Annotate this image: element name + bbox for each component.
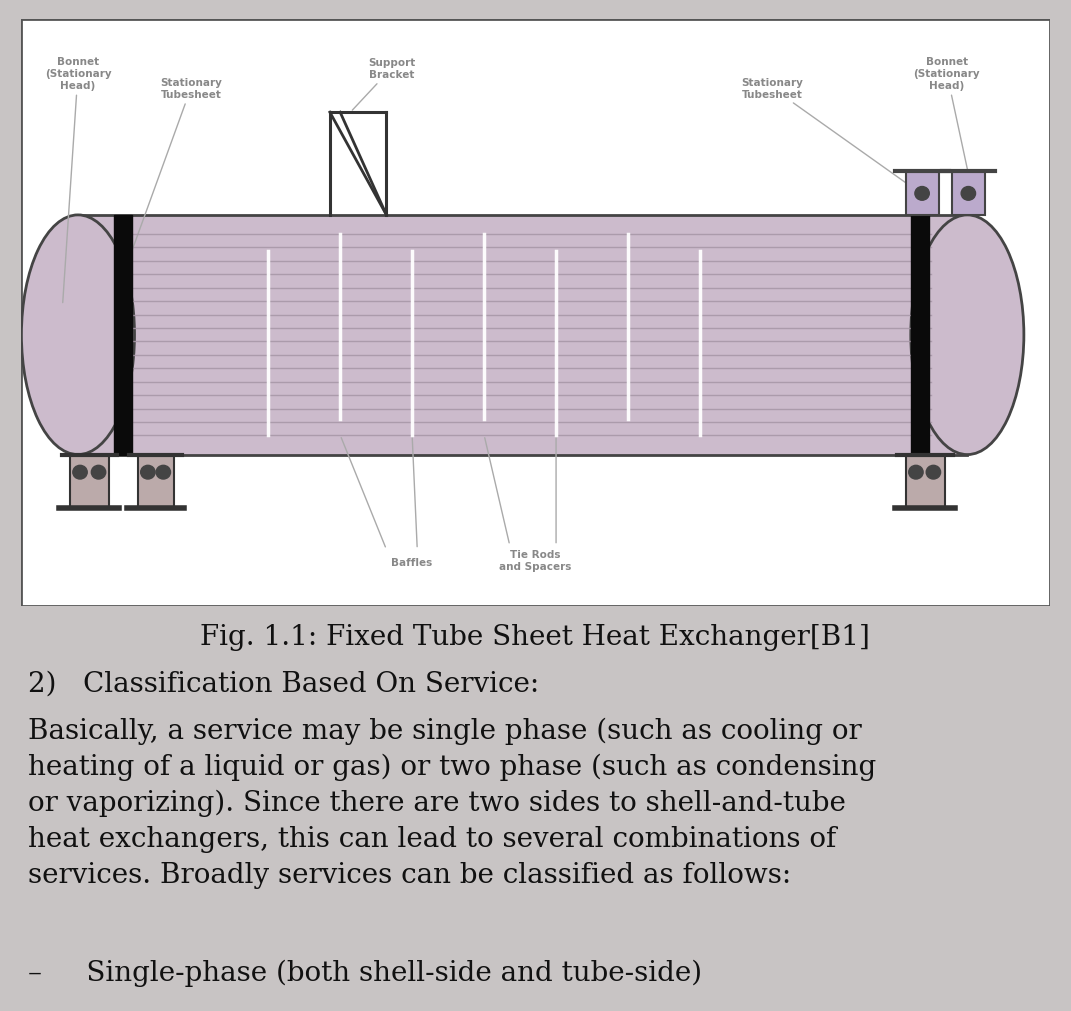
Text: Fig. 1.1: Fixed Tube Sheet Heat Exchanger[B1]: Fig. 1.1: Fixed Tube Sheet Heat Exchange… bbox=[200, 624, 870, 650]
Circle shape bbox=[91, 466, 106, 479]
Circle shape bbox=[961, 187, 976, 201]
Text: Stationary
Tubesheet: Stationary Tubesheet bbox=[124, 78, 222, 273]
Bar bbox=[114, 215, 133, 455]
Text: Stationary
Tubesheet: Stationary Tubesheet bbox=[741, 78, 918, 192]
Text: Bonnet
(Stationary
Head): Bonnet (Stationary Head) bbox=[914, 58, 980, 191]
Circle shape bbox=[140, 466, 155, 479]
Ellipse shape bbox=[21, 215, 135, 455]
Bar bbox=[70, 455, 109, 509]
Circle shape bbox=[908, 466, 923, 479]
Text: 2)   Classification Based On Service:: 2) Classification Based On Service: bbox=[28, 669, 540, 697]
Bar bbox=[137, 455, 174, 509]
Text: Tie Rods
and Spacers: Tie Rods and Spacers bbox=[499, 550, 572, 571]
Text: Basically, a service may be single phase (such as cooling or
heating of a liquid: Basically, a service may be single phase… bbox=[28, 717, 876, 888]
Bar bbox=[78, 215, 967, 455]
Bar bbox=[952, 172, 985, 215]
Text: Support
Bracket: Support Bracket bbox=[352, 59, 416, 111]
Bar bbox=[906, 172, 938, 215]
FancyBboxPatch shape bbox=[21, 20, 1050, 607]
Bar bbox=[79, 220, 966, 450]
Circle shape bbox=[915, 187, 930, 201]
Text: Baffles: Baffles bbox=[392, 557, 433, 567]
Circle shape bbox=[73, 466, 87, 479]
Bar bbox=[910, 215, 930, 455]
Text: Bonnet
(Stationary
Head): Bonnet (Stationary Head) bbox=[45, 58, 111, 303]
Bar bbox=[906, 455, 945, 509]
Circle shape bbox=[156, 466, 170, 479]
Circle shape bbox=[926, 466, 940, 479]
Text: –     Single-phase (both shell-side and tube-side): – Single-phase (both shell-side and tube… bbox=[28, 959, 703, 987]
Ellipse shape bbox=[910, 215, 1024, 455]
